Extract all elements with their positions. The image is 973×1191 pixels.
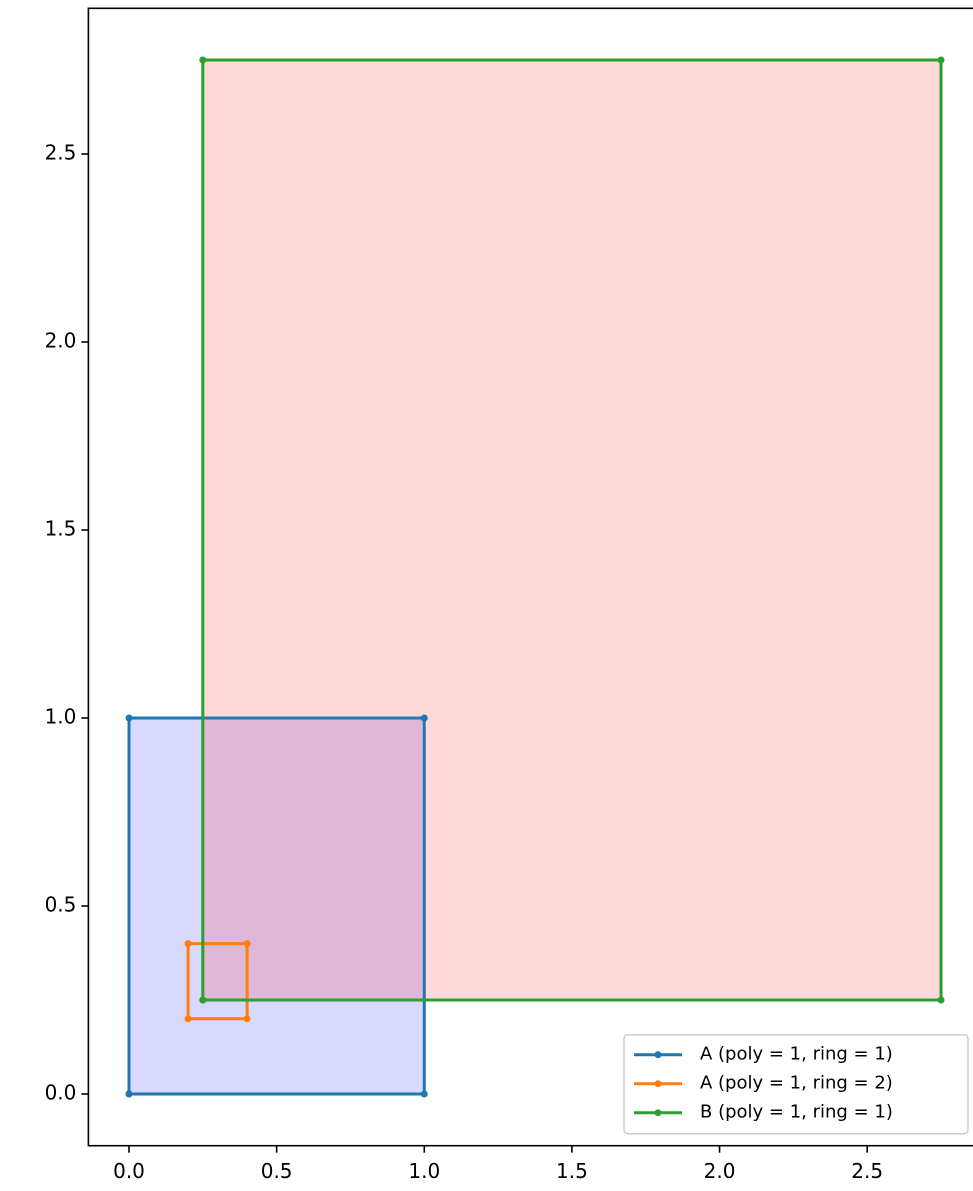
vertex-marker <box>420 1090 428 1098</box>
axes-frame <box>87 7 973 1147</box>
vertex-marker <box>125 1090 133 1098</box>
x-tick-label: 1.0 <box>408 1159 440 1183</box>
legend-label: A (poly = 1, ring = 1) <box>700 1044 893 1065</box>
y-tick-label: 2.5 <box>45 141 77 165</box>
y-tick-label: 1.5 <box>45 517 77 541</box>
x-tick-label: 0.5 <box>261 1159 293 1183</box>
vertex-marker <box>937 996 945 1004</box>
x-tick-label: 2.5 <box>851 1159 883 1183</box>
y-tick-label: 2.0 <box>45 329 77 353</box>
vertex-marker <box>125 714 133 722</box>
legend-marker <box>654 1051 662 1059</box>
vertex-marker <box>184 940 192 948</box>
x-tick-label: 2.0 <box>704 1159 736 1183</box>
legend-marker <box>654 1080 662 1088</box>
legend-marker <box>654 1109 662 1117</box>
y-tick-label: 0.0 <box>45 1081 77 1105</box>
vertex-marker <box>420 714 428 722</box>
legend-label: A (poly = 1, ring = 2) <box>700 1073 893 1094</box>
y-tick-label: 0.5 <box>45 893 77 917</box>
vertex-marker <box>199 56 207 64</box>
y-tick-label: 1.0 <box>45 705 77 729</box>
vertex-marker <box>184 1015 192 1023</box>
ring-fill <box>202 60 941 1000</box>
vertex-marker <box>243 940 251 948</box>
legend-box <box>623 1033 969 1135</box>
vertex-marker <box>937 56 945 64</box>
legend-label: B (poly = 1, ring = 1) <box>700 1102 893 1123</box>
vertex-marker <box>199 996 207 1004</box>
x-tick-label: 0.0 <box>113 1159 145 1183</box>
legend: A (poly = 1, ring = 1) A (poly = 1, ring … <box>623 1033 969 1135</box>
x-tick-label: 1.5 <box>556 1159 588 1183</box>
vertex-marker <box>243 1015 251 1023</box>
